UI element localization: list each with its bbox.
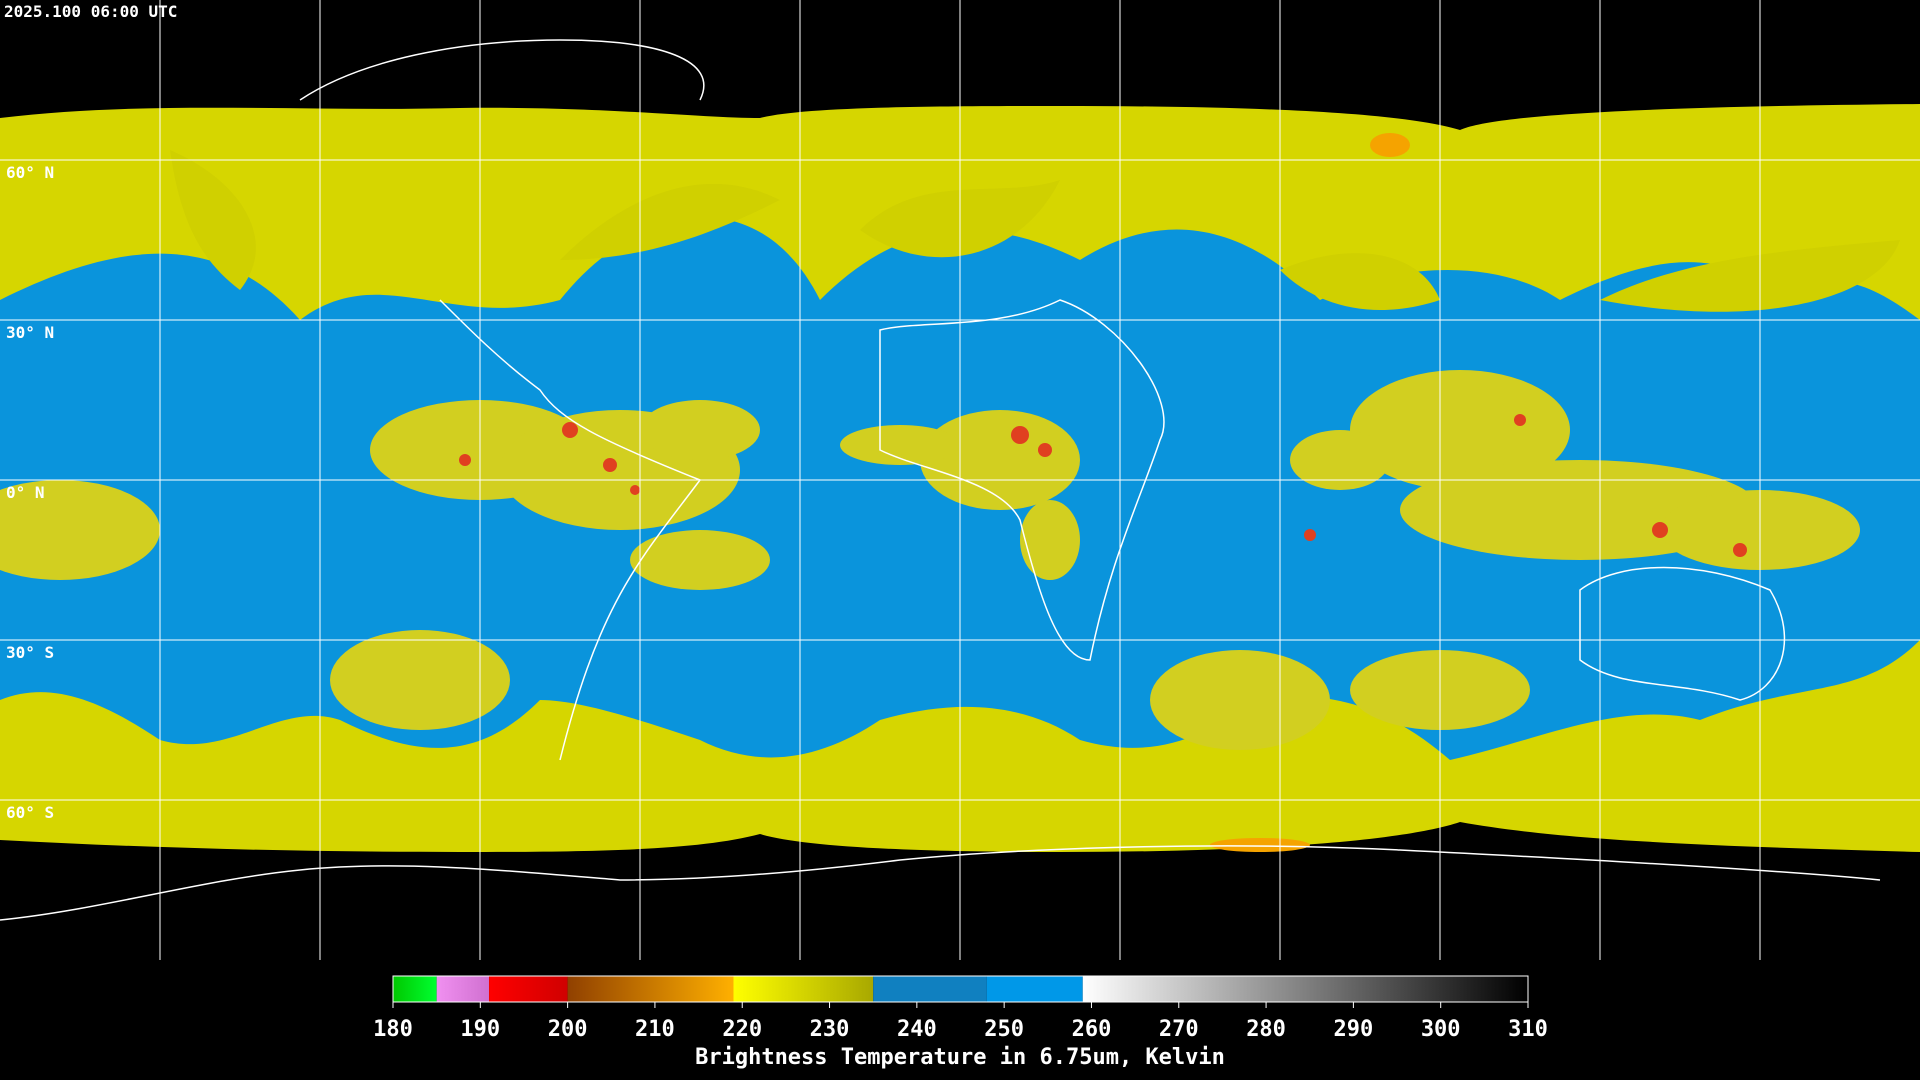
cloud-streak <box>170 150 1900 312</box>
tropical-clouds <box>0 370 1860 750</box>
colorbar-tick-label: 240 <box>897 1017 937 1042</box>
colorbar-segment <box>393 976 437 1002</box>
colorbar-segment <box>873 976 987 1002</box>
colorbar-tick-label: 280 <box>1246 1017 1286 1042</box>
colorbar-border <box>392 975 1529 1003</box>
colorbar-tick-label: 220 <box>722 1017 762 1042</box>
colorbar-tick-label: 230 <box>810 1017 850 1042</box>
coastlines <box>0 39 1881 921</box>
colorbar-segment <box>733 976 874 1002</box>
colorbar-segment <box>567 976 734 1002</box>
greenland <box>299 39 705 101</box>
americas <box>439 299 702 761</box>
cold-cloud-tops <box>459 414 1747 557</box>
timestamp: 2025.100 06:00 UTC <box>4 2 177 21</box>
colorbar-tick-label: 270 <box>1159 1017 1199 1042</box>
warm-patch <box>1210 133 1410 852</box>
colorbar-tick-label: 290 <box>1334 1017 1374 1042</box>
colorbar-tick-label: 210 <box>635 1017 675 1042</box>
colorbar-segment <box>489 976 568 1002</box>
colorbar-segment <box>986 976 1083 1002</box>
australia <box>1579 566 1786 701</box>
colorbar-tick-label: 200 <box>548 1017 588 1042</box>
colorbar: 180 190 200 210 220 230 240 250 260 270 280 290 300 3… <box>373 975 1548 1042</box>
latitude-label: 60° N <box>6 163 54 182</box>
latitude-label: 0° N <box>6 483 45 502</box>
colorbar-tick-label: 260 <box>1072 1017 1112 1042</box>
colorbar-tick-label: 250 <box>984 1017 1024 1042</box>
graticule <box>0 0 1920 960</box>
colorbar-tick-label: 310 <box>1508 1017 1548 1042</box>
latitude-label: 30° S <box>6 643 54 662</box>
colorbar-tick-label: 190 <box>460 1017 500 1042</box>
africa <box>879 299 1165 661</box>
antarctica <box>0 845 1881 921</box>
colorbar-segment <box>436 976 490 1002</box>
colorbar-segment <box>1082 976 1528 1002</box>
colorbar-tick-label: 300 <box>1421 1017 1461 1042</box>
latitude-labels: 60° N 30° N 0° N 30° S 60° S <box>6 163 54 822</box>
latitude-label: 30° N <box>6 323 54 342</box>
colorbar-title: Brightness Temperature in 6.75um, Kelvin <box>695 1045 1225 1070</box>
latitude-label: 60° S <box>6 803 54 822</box>
colorbar-tick-label: 180 <box>373 1017 413 1042</box>
